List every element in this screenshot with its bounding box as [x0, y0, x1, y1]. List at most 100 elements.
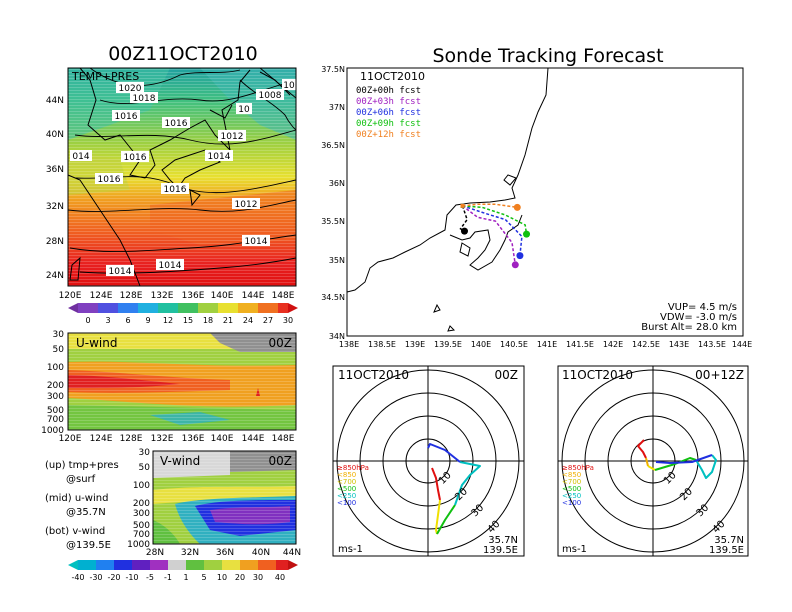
legend-03h: 00Z+03h fcst — [356, 97, 421, 107]
level-label: <100 — [562, 499, 581, 507]
level-label: <700 — [337, 478, 356, 486]
lon-tick: 124E — [90, 434, 113, 444]
colorbar-label: -20 — [107, 573, 120, 582]
level-label: <250 — [562, 492, 581, 500]
svg-text:1014: 1014 — [109, 267, 132, 277]
isobar-label: 1008 — [256, 89, 284, 101]
p-tick: 1000 — [127, 540, 150, 550]
svg-text:1014: 1014 — [208, 152, 231, 162]
isobar-label: 1016 — [161, 183, 189, 195]
lon-tick: 144E — [732, 340, 752, 349]
svg-text:1008: 1008 — [259, 91, 282, 101]
colorbar-label: 10 — [217, 573, 227, 582]
lon-tick: 144E — [242, 434, 265, 444]
lat-tick: 36.5N — [321, 141, 345, 150]
note-bot: (bot) v-wind — [45, 526, 105, 537]
uwind-label: U-wind — [76, 336, 117, 350]
isobar-label: 014 — [70, 150, 92, 162]
svg-text:1016: 1016 — [98, 175, 121, 185]
track-landing-0 — [460, 227, 468, 235]
track-line-1 — [462, 205, 517, 265]
colorbar-label: 6 — [125, 316, 130, 325]
lon-tick: 132E — [151, 434, 174, 444]
info-vdw: VDW= -3.0 m/s — [660, 312, 737, 323]
svg-text:1018: 1018 — [133, 94, 156, 104]
hodo-date: 11OCT2010 — [338, 368, 409, 382]
level-label: <250 — [337, 492, 356, 500]
colorbar-label: 12 — [163, 316, 173, 325]
lon-tick: 136E — [182, 291, 205, 301]
level-label: <500 — [337, 485, 356, 493]
p-tick: 50 — [53, 345, 65, 355]
isobar-label: 1012 — [232, 198, 260, 210]
track-map: 11OCT2010 00Z+00h fcst 00Z+03h fcst 00Z+… — [321, 65, 752, 349]
lon-tick: 128E — [120, 291, 143, 301]
isobar-label: 1014 — [205, 150, 233, 162]
isobar-label: 10 — [282, 79, 296, 91]
lat-tick: 37.5N — [321, 65, 345, 74]
lat-tick: 35.5N — [321, 217, 345, 226]
lon-tick: 139E — [405, 340, 425, 349]
lat-tick: 34N — [329, 332, 345, 341]
p-tick: 100 — [133, 481, 150, 491]
hodograph-left: 10 20 30 40 11OCT2010 00Z ≥850hPa <850 <… — [332, 365, 525, 557]
lon-tick: 140E — [211, 291, 234, 301]
vwind-panel: V-wind 00Z 30 50 100 200 300 500 700 100… — [127, 448, 301, 558]
lon-tick: 120E — [59, 434, 82, 444]
colorbar-label: 15 — [183, 316, 193, 325]
colorbar-label: 3 — [105, 316, 110, 325]
colorbar-label: 27 — [263, 316, 273, 325]
svg-text:1020: 1020 — [119, 84, 142, 94]
colorbar-label: 24 — [243, 316, 253, 325]
lat-tick: 24N — [46, 271, 64, 281]
lon-tick: 132E — [151, 291, 174, 301]
isobar-label: 1016 — [121, 151, 149, 163]
colorbar-label: -1 — [164, 573, 172, 582]
note-bot-level: @139.5E — [66, 540, 111, 551]
lat-tick: 32N — [181, 548, 199, 558]
lat-tick: 34.5N — [321, 293, 345, 302]
isobar-label: 1012 — [218, 130, 246, 142]
legend-06h: 00Z+06h fcst — [356, 108, 421, 118]
note-up-level: @surf — [66, 474, 96, 485]
colorbar-label: -40 — [71, 573, 84, 582]
lat-tick: 28N — [46, 237, 64, 247]
svg-text:1012: 1012 — [221, 132, 244, 142]
level-label: ≥850hPa — [562, 464, 594, 472]
track-series — [459, 203, 531, 269]
colorbar-label: 1 — [183, 573, 188, 582]
track-landing-2 — [516, 252, 524, 260]
lon-tick: 143.5E — [698, 340, 726, 349]
p-tick: 500 — [133, 521, 150, 531]
uwind-time: 00Z — [269, 336, 293, 350]
lon-tick: 140E — [211, 434, 234, 444]
track-landing-3 — [523, 230, 531, 238]
lon-tick: 138E — [339, 340, 359, 349]
colorbar-label: -10 — [125, 573, 138, 582]
legend-00h: 00Z+00h fcst — [356, 86, 421, 96]
svg-text:1016: 1016 — [115, 112, 138, 122]
isobar-label: 1014 — [242, 235, 270, 247]
p-tick: 700 — [47, 415, 64, 425]
level-label: ≥850hPa — [337, 464, 369, 472]
p-tick: 1000 — [41, 426, 64, 436]
p-tick: 300 — [133, 509, 150, 519]
lat-tick: 44N — [283, 548, 301, 558]
hodo-time: 00+12Z — [695, 368, 744, 382]
colorbar-label: -30 — [89, 573, 102, 582]
svg-text:10: 10 — [238, 105, 250, 115]
p-tick: 200 — [47, 381, 64, 391]
lon-tick: 142.5E — [632, 340, 660, 349]
svg-text:1014: 1014 — [159, 261, 182, 271]
isobar-label: 1016 — [112, 110, 140, 122]
level-label: <850 — [337, 471, 356, 479]
colorbar-label: 30 — [253, 573, 263, 582]
colorbar-label: 30 — [283, 316, 293, 325]
temp-map: 1020 1018 1016 1016 1016 1016 1016 1014 … — [46, 67, 297, 301]
hodo-lat: 35.7N — [714, 535, 744, 546]
track-date: 11OCT2010 — [360, 70, 425, 83]
isobar-label: 10 — [236, 103, 252, 115]
track-line-0 — [459, 205, 468, 232]
lat-tick: 44N — [46, 96, 64, 106]
